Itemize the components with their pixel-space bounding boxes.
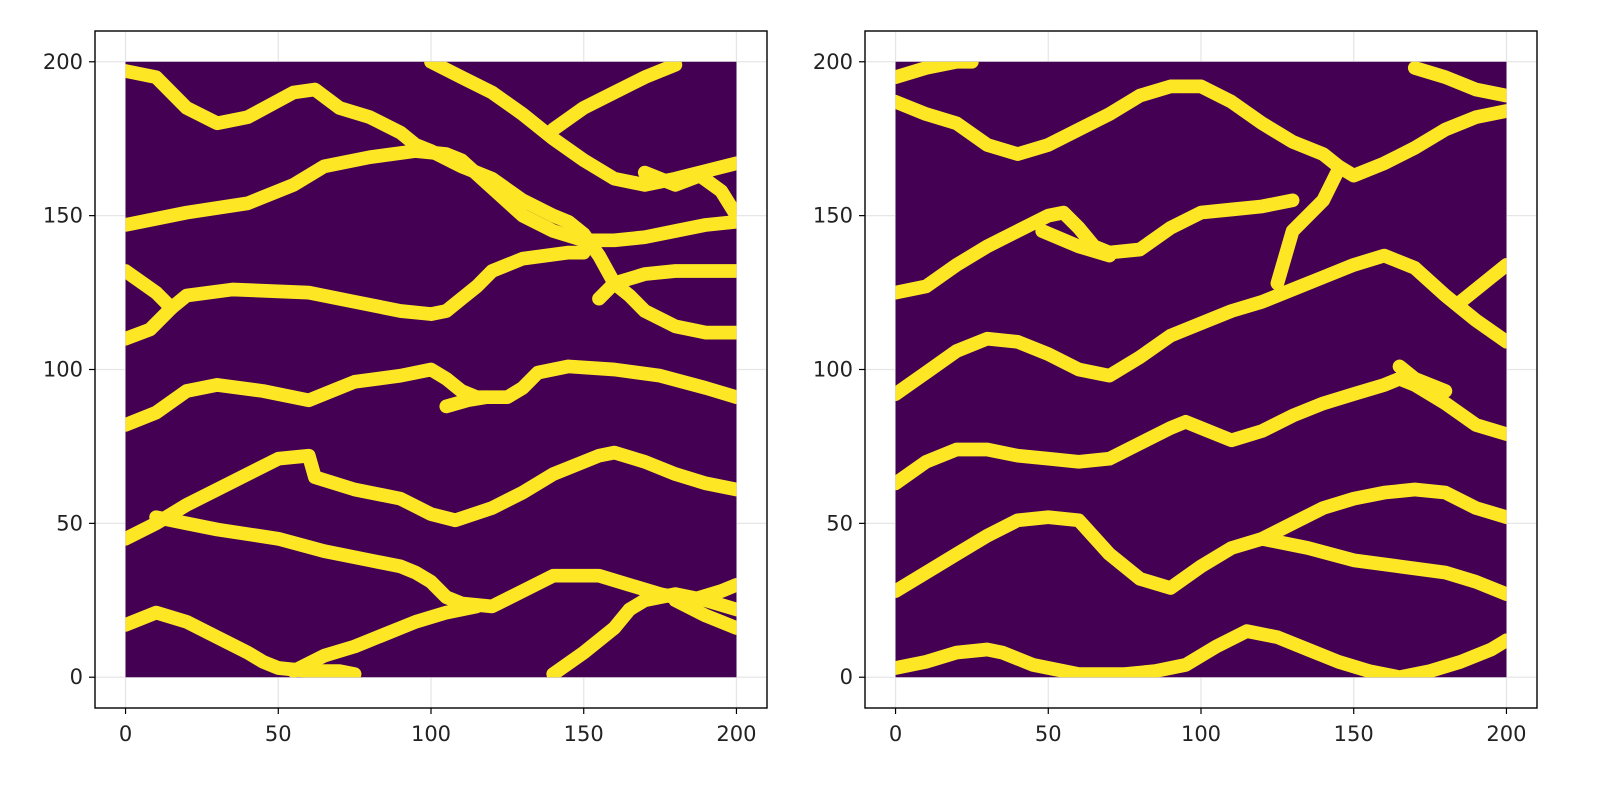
x-tick-label: 200	[1486, 722, 1526, 746]
channel-2	[895, 79, 1507, 183]
channel-6	[546, 61, 683, 137]
channel-10	[439, 390, 493, 414]
y-tick-label: 200	[43, 50, 83, 74]
channel-13	[125, 605, 362, 678]
channel-16	[668, 593, 737, 635]
y-tick-label: 100	[43, 358, 83, 382]
channel-layer	[895, 61, 1507, 678]
channel-layer	[125, 61, 737, 678]
channel-10	[1392, 359, 1453, 398]
x-tick-label: 50	[265, 722, 292, 746]
y-tick-label: 100	[813, 358, 853, 382]
channel-11	[895, 482, 1507, 598]
channel-1	[895, 61, 979, 85]
channel-9	[125, 359, 737, 432]
channel-11	[125, 445, 737, 546]
x-tick-label: 100	[411, 722, 451, 746]
channel-4	[1270, 162, 1346, 291]
channel-4	[125, 301, 179, 346]
y-tick-label: 150	[813, 204, 853, 228]
channel-7	[637, 165, 737, 223]
heatmap-panel-2: 0 50 100 150 200 0 50 100 150 200	[813, 30, 1538, 746]
x-tick-label: 0	[119, 722, 132, 746]
channel-3	[1407, 61, 1507, 103]
y-tick-label: 150	[43, 204, 83, 228]
y-tick-label: 0	[70, 665, 83, 689]
channel-7	[895, 248, 1507, 401]
channel-8	[592, 264, 737, 306]
y-tick-label: 50	[826, 511, 853, 535]
channel-15	[546, 587, 737, 678]
heatmap-panel-1: 0 50 100 150 200 0 50 100 150 200	[43, 30, 768, 746]
x-tick-label: 200	[716, 722, 756, 746]
x-tick-label: 150	[1334, 722, 1374, 746]
channel-13	[895, 624, 1507, 678]
x-tick-label: 150	[564, 722, 604, 746]
channel-6	[1035, 224, 1117, 263]
x-tick-label: 100	[1181, 722, 1221, 746]
y-tick-label: 0	[840, 665, 853, 689]
x-tick-label: 50	[1035, 722, 1062, 746]
channel-14	[286, 599, 484, 678]
channel-3	[125, 245, 591, 321]
channel-8	[1453, 258, 1507, 309]
channel-2	[125, 144, 737, 248]
channel-5	[895, 193, 1300, 300]
y-tick-label: 50	[56, 511, 83, 535]
y-tick-label: 200	[813, 50, 853, 74]
channel-12	[1255, 531, 1507, 601]
x-tick-label: 0	[889, 722, 902, 746]
